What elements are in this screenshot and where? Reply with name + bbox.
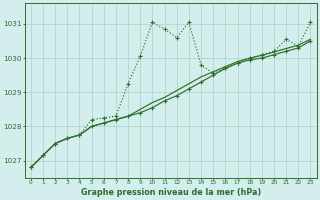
- X-axis label: Graphe pression niveau de la mer (hPa): Graphe pression niveau de la mer (hPa): [81, 188, 261, 197]
